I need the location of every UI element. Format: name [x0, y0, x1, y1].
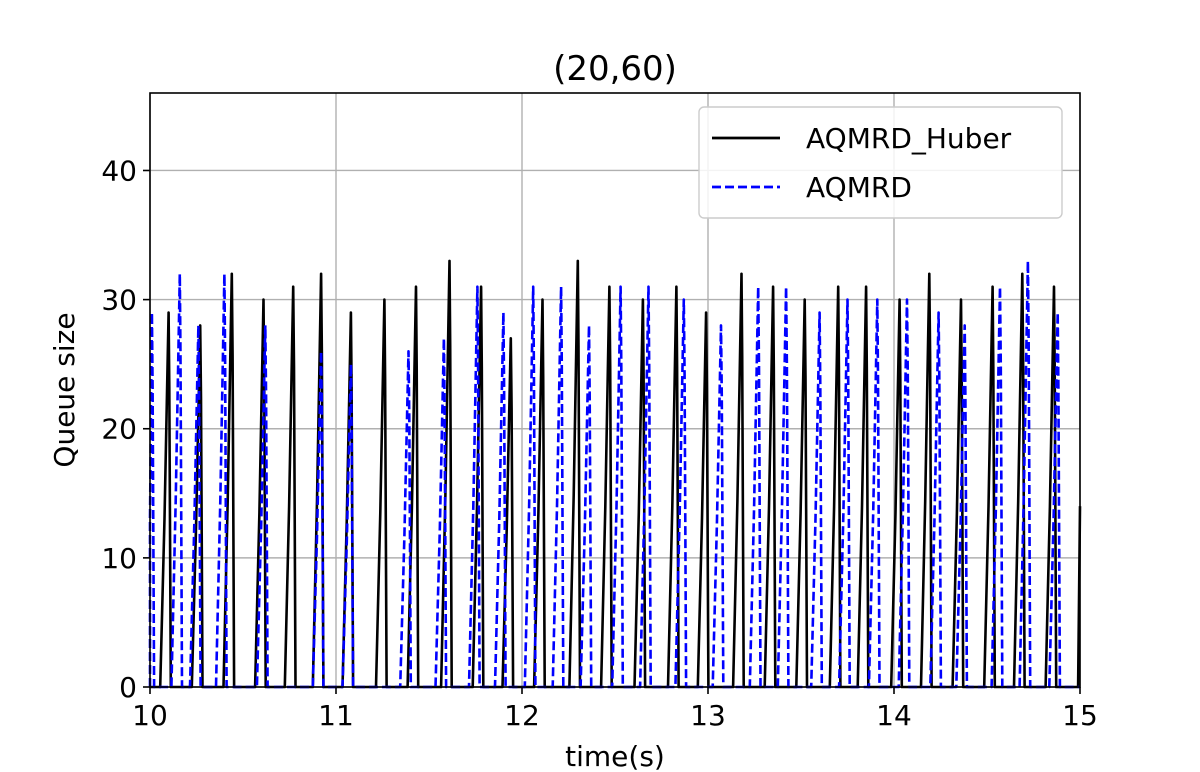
legend-label-aqmrd-huber: AQMRD_Huber: [806, 122, 1012, 155]
x-tick-label: 12: [504, 699, 540, 732]
x-tick-label: 15: [1062, 699, 1098, 732]
y-axis-label: Queue size: [48, 312, 81, 467]
legend: AQMRD_Huber AQMRD: [698, 106, 1063, 219]
plot-frame: [149, 92, 1081, 688]
legend-label-aqmrd: AQMRD: [806, 171, 912, 204]
x-tick-label: 14: [876, 699, 912, 732]
chart-title: (20,60): [553, 49, 677, 89]
y-tick-label: 10: [101, 542, 137, 575]
y-tick-label: 0: [119, 671, 137, 704]
y-tick-label: 40: [101, 154, 137, 187]
x-tick-label: 10: [132, 699, 168, 732]
y-tick-label: 30: [101, 284, 137, 317]
x-tick-label: 11: [318, 699, 354, 732]
legend-box: [698, 106, 1063, 219]
x-axis-label: time(s): [565, 740, 665, 772]
y-tick-label: 20: [101, 413, 137, 446]
x-tick-label: 13: [690, 699, 726, 732]
series-line-aqmrd-huber: [150, 259, 1082, 689]
